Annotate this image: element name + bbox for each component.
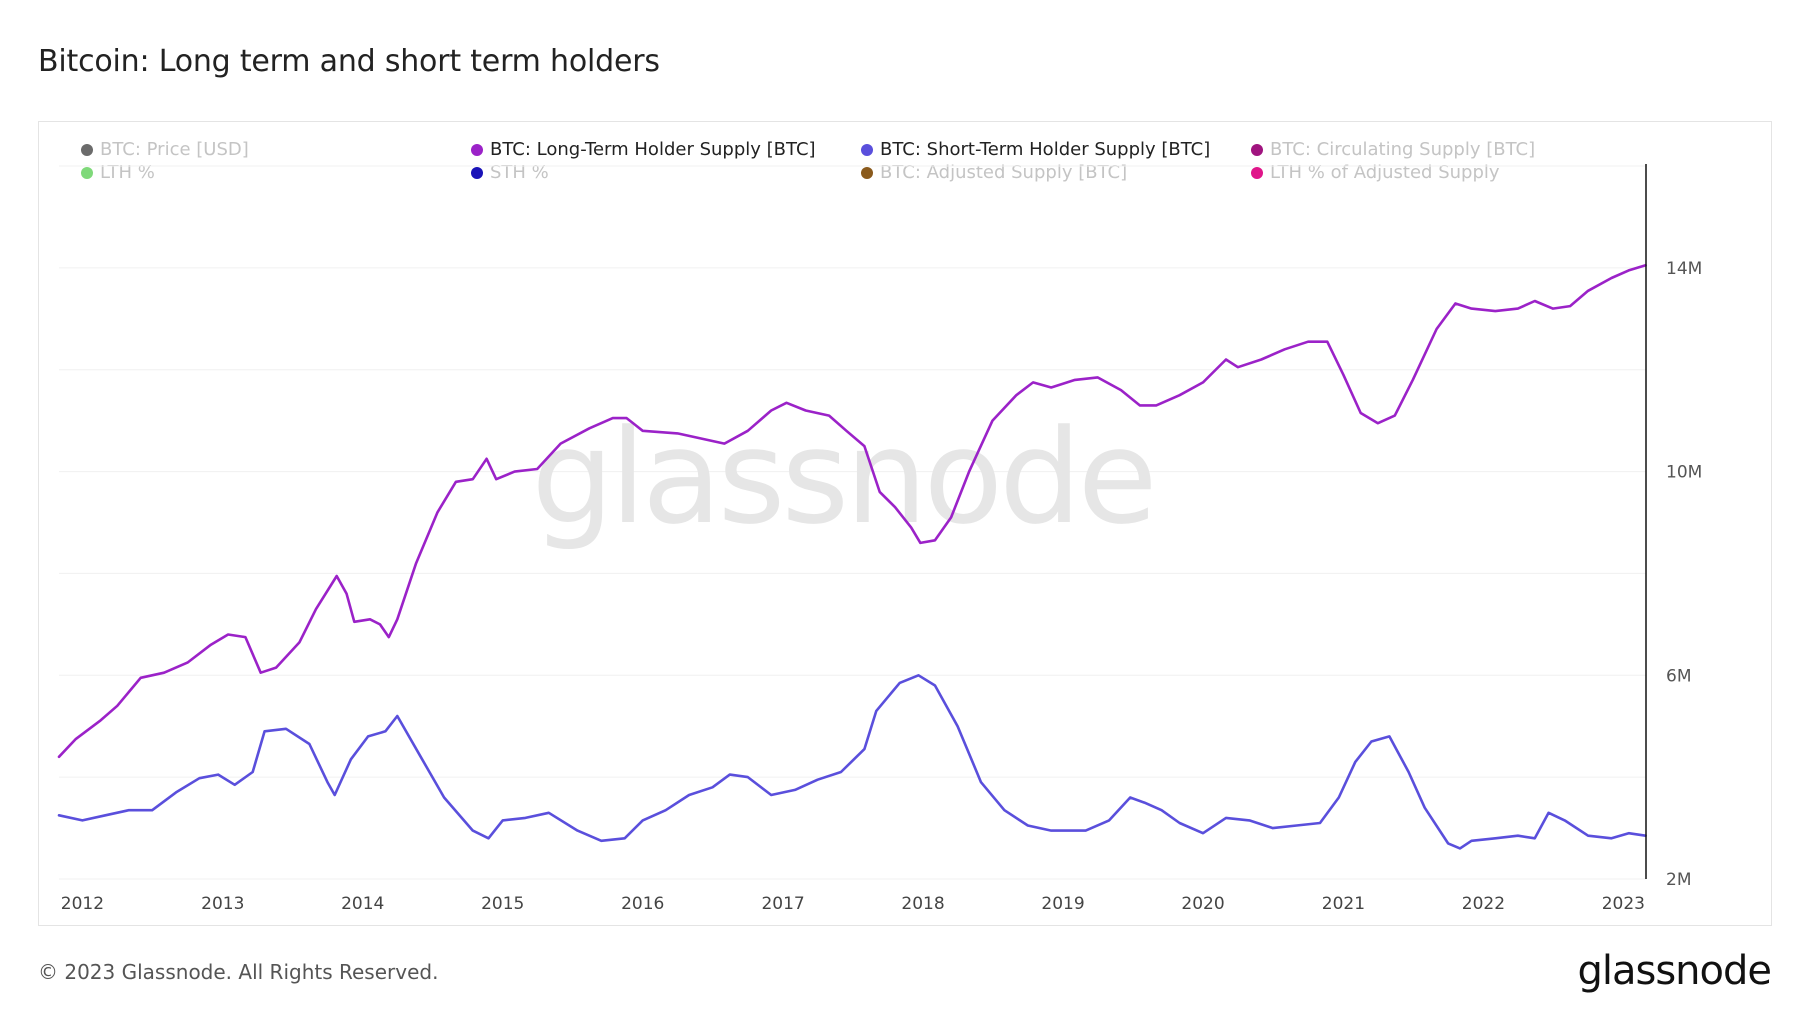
legend-item-1[interactable]: BTC: Price [USD] (81, 139, 249, 160)
legend-dot-icon (81, 166, 93, 179)
x-tick-label: 2018 (901, 894, 944, 914)
legend-label: BTC: Short-Term Holder Supply [BTC] (880, 139, 1211, 160)
series-line-long-term-holder (57, 264, 1647, 759)
legend-dot-icon (471, 143, 483, 156)
legend-item-6[interactable]: STH % (471, 162, 549, 183)
legend-label: BTC: Circulating Supply [BTC] (1270, 139, 1536, 160)
x-tick-label: 2016 (621, 894, 664, 914)
x-tick-label: 2017 (761, 894, 804, 914)
legend-dot-icon (81, 143, 93, 156)
legend-item-7[interactable]: BTC: Adjusted Supply [BTC] (861, 162, 1127, 183)
legend-label: LTH % of Adjusted Supply (1270, 162, 1500, 183)
legend-dot-icon (1251, 166, 1263, 179)
glassnode-logo[interactable]: glassnode (1577, 948, 1772, 994)
legend-item-4[interactable]: BTC: Circulating Supply [BTC] (1251, 139, 1535, 160)
watermark-text: glassnode (531, 401, 1153, 553)
x-tick-label: 2023 (1602, 894, 1645, 914)
legend-label: BTC: Price [USD] (100, 139, 249, 160)
legend-label: BTC: Long-Term Holder Supply [BTC] (490, 139, 816, 160)
legend-dot-icon (861, 166, 873, 179)
x-tick-label: 2013 (201, 894, 244, 914)
legend-item-8[interactable]: LTH % of Adjusted Supply (1251, 162, 1500, 183)
y-tick-label: 10M (1666, 463, 1702, 483)
y-tick-label: 14M (1666, 259, 1702, 279)
legend-label: BTC: Adjusted Supply [BTC] (880, 162, 1128, 183)
x-tick-label: 2022 (1462, 894, 1505, 914)
x-tick-label: 2019 (1041, 894, 1084, 914)
legend-label: LTH % (100, 162, 155, 183)
legend-dot-icon (861, 143, 873, 156)
legend-label: STH % (490, 162, 549, 183)
x-tick-label: 2021 (1322, 894, 1365, 914)
x-tick-label: 2014 (341, 894, 384, 914)
legend-item-3[interactable]: BTC: Short-Term Holder Supply [BTC] (861, 139, 1210, 160)
line-chart[interactable]: glassnode 2M 6M 10M 14M 2012 2013 2014 2015 2016 2… (39, 122, 1771, 925)
legend-item-5[interactable]: LTH % (81, 162, 155, 183)
copyright-text: © 2023 Glassnode. All Rights Reserved. (38, 960, 439, 984)
series-line-short-term-holder (57, 674, 1647, 850)
legend-dot-icon (1251, 143, 1263, 156)
legend-dot-icon (471, 166, 483, 179)
y-tick-label: 6M (1666, 666, 1691, 686)
legend-item-2[interactable]: BTC: Long-Term Holder Supply [BTC] (471, 139, 816, 160)
x-tick-label: 2020 (1181, 894, 1224, 914)
x-tick-label: 2015 (481, 894, 524, 914)
x-tick-label: 2012 (61, 894, 104, 914)
chart-frame: BTC: Price [USD] BTC: Long-Term Holder Su… (38, 121, 1772, 926)
page-title: Bitcoin: Long term and short term holder… (38, 44, 660, 79)
y-tick-label: 2M (1666, 870, 1691, 890)
